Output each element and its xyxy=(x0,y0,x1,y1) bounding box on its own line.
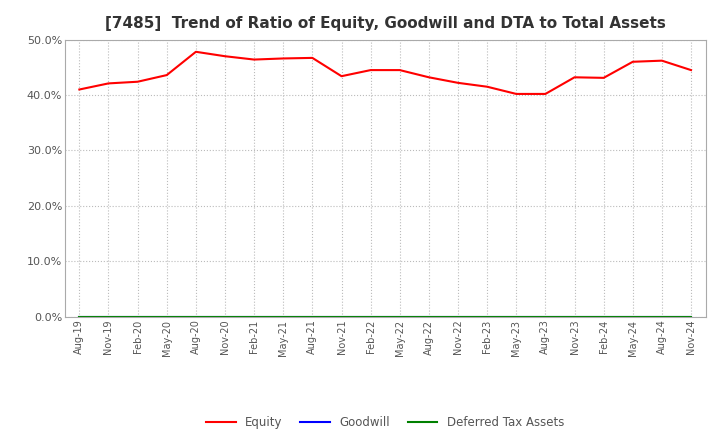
Deferred Tax Assets xyxy=(133,314,142,319)
Goodwill xyxy=(133,314,142,319)
Deferred Tax Assets xyxy=(687,314,696,319)
Deferred Tax Assets xyxy=(366,314,375,319)
Deferred Tax Assets xyxy=(75,314,84,319)
Equity xyxy=(599,75,608,81)
Goodwill xyxy=(220,314,229,319)
Deferred Tax Assets xyxy=(279,314,287,319)
Equity xyxy=(337,73,346,79)
Deferred Tax Assets xyxy=(454,314,462,319)
Equity xyxy=(454,80,462,85)
Equity xyxy=(395,67,404,73)
Equity xyxy=(366,67,375,73)
Goodwill xyxy=(75,314,84,319)
Equity xyxy=(250,57,258,62)
Goodwill xyxy=(250,314,258,319)
Deferred Tax Assets xyxy=(220,314,229,319)
Equity xyxy=(657,58,666,63)
Deferred Tax Assets xyxy=(250,314,258,319)
Goodwill xyxy=(279,314,287,319)
Equity xyxy=(104,81,113,86)
Goodwill xyxy=(192,314,200,319)
Deferred Tax Assets xyxy=(337,314,346,319)
Equity xyxy=(220,54,229,59)
Deferred Tax Assets xyxy=(512,314,521,319)
Deferred Tax Assets xyxy=(308,314,317,319)
Equity xyxy=(629,59,637,64)
Deferred Tax Assets xyxy=(395,314,404,319)
Equity xyxy=(512,91,521,96)
Goodwill xyxy=(425,314,433,319)
Legend: Equity, Goodwill, Deferred Tax Assets: Equity, Goodwill, Deferred Tax Assets xyxy=(202,411,569,434)
Goodwill xyxy=(395,314,404,319)
Equity xyxy=(133,79,142,84)
Deferred Tax Assets xyxy=(192,314,200,319)
Equity xyxy=(279,56,287,61)
Deferred Tax Assets xyxy=(163,314,171,319)
Deferred Tax Assets xyxy=(483,314,492,319)
Equity xyxy=(308,55,317,61)
Goodwill xyxy=(541,314,550,319)
Deferred Tax Assets xyxy=(541,314,550,319)
Equity xyxy=(163,73,171,78)
Equity xyxy=(687,67,696,73)
Deferred Tax Assets xyxy=(657,314,666,319)
Goodwill xyxy=(599,314,608,319)
Goodwill xyxy=(657,314,666,319)
Goodwill xyxy=(629,314,637,319)
Goodwill xyxy=(163,314,171,319)
Goodwill xyxy=(454,314,462,319)
Goodwill xyxy=(687,314,696,319)
Deferred Tax Assets xyxy=(104,314,113,319)
Deferred Tax Assets xyxy=(570,314,579,319)
Equity xyxy=(570,75,579,80)
Title: [7485]  Trend of Ratio of Equity, Goodwill and DTA to Total Assets: [7485] Trend of Ratio of Equity, Goodwil… xyxy=(105,16,665,32)
Deferred Tax Assets xyxy=(629,314,637,319)
Deferred Tax Assets xyxy=(599,314,608,319)
Goodwill xyxy=(337,314,346,319)
Line: Equity: Equity xyxy=(79,52,691,94)
Equity xyxy=(483,84,492,89)
Goodwill xyxy=(104,314,113,319)
Equity xyxy=(192,49,200,55)
Goodwill xyxy=(308,314,317,319)
Equity xyxy=(75,87,84,92)
Goodwill xyxy=(512,314,521,319)
Goodwill xyxy=(570,314,579,319)
Equity xyxy=(425,75,433,80)
Goodwill xyxy=(483,314,492,319)
Goodwill xyxy=(366,314,375,319)
Equity xyxy=(541,91,550,96)
Deferred Tax Assets xyxy=(425,314,433,319)
